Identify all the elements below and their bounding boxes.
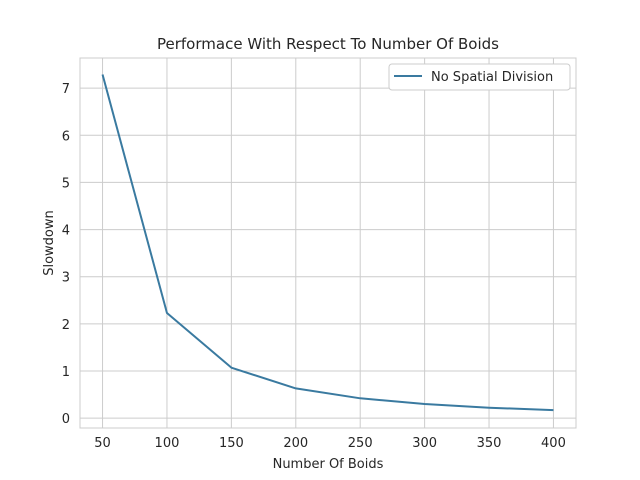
tick-labels: 50 100 150 200 250 300 350 400 0 1 2 3 4 5 6 7 — [62, 82, 566, 451]
x-axis-label: Number Of Boids — [273, 457, 384, 472]
x-tick-label: 200 — [283, 436, 308, 451]
y-tick-label: 2 — [62, 318, 70, 333]
grid — [80, 58, 576, 428]
y-tick-label: 1 — [62, 365, 70, 380]
x-tick-label: 350 — [477, 436, 502, 451]
x-tick-label: 100 — [155, 436, 180, 451]
y-tick-label: 7 — [62, 82, 70, 97]
y-tick-label: 3 — [62, 271, 70, 286]
plot-frame — [79, 57, 577, 429]
legend: No Spatial Division — [388, 63, 571, 91]
x-tick-label: 300 — [412, 436, 437, 451]
series — [101, 74, 554, 412]
y-tick-label: 5 — [62, 176, 70, 191]
chart-title: Performace With Respect To Number Of Boi… — [157, 35, 499, 53]
legend-box — [388, 63, 571, 91]
x-tick-label: 250 — [348, 436, 373, 451]
y-tick-label: 4 — [62, 224, 70, 239]
x-tick-label: 50 — [94, 436, 111, 451]
series-line — [101, 74, 554, 412]
y-tick-label: 0 — [62, 412, 70, 427]
y-axis-label: Slowdown — [42, 210, 57, 276]
y-tick-label: 6 — [62, 129, 70, 144]
legend-label: No Spatial Division — [431, 70, 553, 85]
x-tick-label: 400 — [541, 436, 566, 451]
x-tick-label: 150 — [219, 436, 244, 451]
